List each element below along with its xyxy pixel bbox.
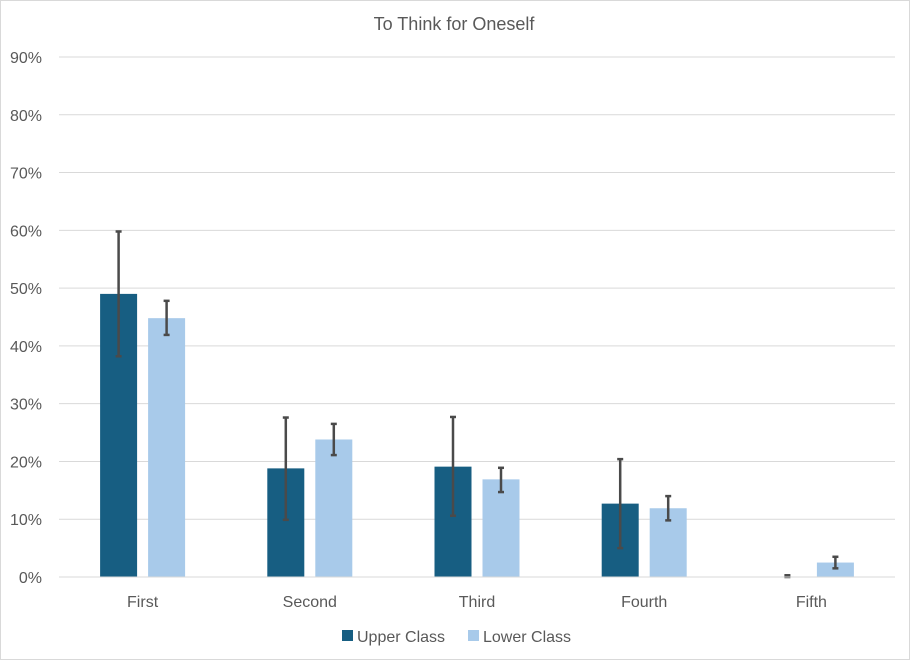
legend: Upper Class Lower Class: [342, 629, 571, 646]
y-tick-label: 40%: [10, 339, 42, 356]
x-tick-label: Fifth: [796, 594, 827, 611]
y-axis-tick-labels: 0% 10% 20% 30% 40% 50% 60% 70% 80% 90%: [10, 50, 42, 587]
y-tick-label: 20%: [10, 454, 42, 471]
legend-swatch: [468, 630, 479, 641]
legend-label: Upper Class: [357, 629, 445, 646]
x-tick-label: First: [127, 594, 159, 611]
legend-swatch: [342, 630, 353, 641]
x-axis-tick-labels: First Second Third Fourth Fifth: [127, 594, 827, 611]
y-tick-label: 70%: [10, 166, 42, 183]
x-tick-label: Second: [283, 594, 337, 611]
x-tick-label: Fourth: [621, 594, 667, 611]
gridlines: [59, 56, 895, 520]
y-tick-label: 60%: [10, 223, 42, 240]
y-tick-label: 30%: [10, 397, 42, 414]
y-tick-label: 0%: [19, 570, 42, 587]
bar: [816, 562, 854, 577]
legend-label: Lower Class: [483, 629, 571, 646]
y-tick-label: 80%: [10, 108, 42, 125]
x-tick-label: Third: [459, 594, 495, 611]
bar: [482, 479, 520, 577]
bars: [100, 293, 854, 577]
y-tick-label: 90%: [10, 50, 42, 67]
bar: [315, 439, 353, 577]
bar: [148, 318, 186, 577]
y-tick-label: 50%: [10, 281, 42, 298]
chart-title: To Think for Oneself: [374, 14, 536, 34]
y-tick-label: 10%: [10, 512, 42, 529]
error-bars: [115, 230, 839, 579]
